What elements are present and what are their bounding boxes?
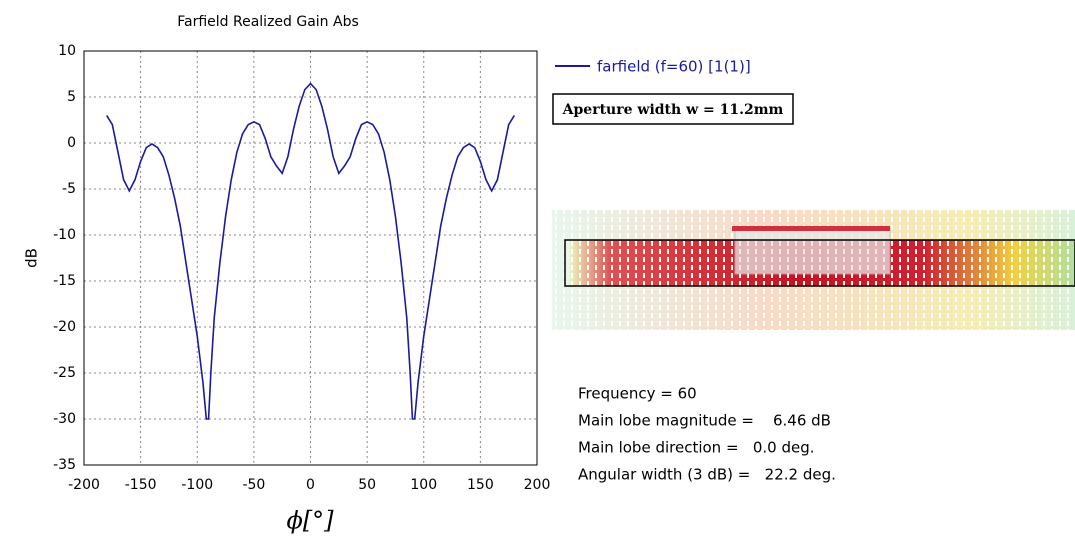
annotation-box bbox=[552, 93, 794, 125]
x-axis-label: ϕ[°] bbox=[286, 507, 334, 535]
x-tick-label: -150 bbox=[125, 477, 157, 493]
series-line bbox=[105, 82, 516, 420]
y-tick-label: -35 bbox=[53, 457, 76, 473]
x-tick-label: -50 bbox=[242, 477, 265, 493]
info-line: Main lobe direction = 0.0 deg. bbox=[578, 439, 814, 457]
y-tick-label: 10 bbox=[58, 43, 76, 59]
x-tick-label: 150 bbox=[467, 477, 494, 493]
y-tick-label: 5 bbox=[67, 89, 76, 105]
y-axis-label: dB bbox=[23, 248, 41, 268]
aperture-block bbox=[734, 227, 891, 275]
y-tick-label: -20 bbox=[53, 319, 76, 335]
x-tick-label: -200 bbox=[68, 477, 100, 493]
info-line: Angular width (3 dB) = 22.2 deg. bbox=[578, 466, 836, 484]
field-image bbox=[552, 210, 1075, 330]
aperture-top bbox=[732, 226, 890, 231]
x-tick-label: 200 bbox=[524, 477, 551, 493]
y-tick-label: -10 bbox=[53, 227, 76, 243]
info-panel: Frequency = 60 Main lobe magnitude = 6.46… bbox=[578, 385, 836, 484]
x-tick-label: 100 bbox=[410, 477, 437, 493]
x-tick-label: -100 bbox=[181, 477, 213, 493]
x-tick-label: 0 bbox=[306, 477, 315, 493]
chart-title: Farfield Realized Gain Abs bbox=[177, 14, 359, 30]
waveguide-outline bbox=[564, 239, 1075, 287]
y-tick-label: -30 bbox=[53, 411, 76, 427]
y-tick-label: -25 bbox=[53, 365, 76, 381]
y-tick-label: 0 bbox=[67, 135, 76, 151]
y-tick-label: -5 bbox=[62, 181, 76, 197]
legend-label: farfield (f=60) [1(1)] bbox=[597, 58, 751, 76]
info-line: Main lobe magnitude = 6.46 dB bbox=[578, 412, 831, 430]
annotation-text: Aperture width w = 11.2mm bbox=[562, 102, 784, 118]
plot-frame bbox=[83, 50, 538, 466]
x-tick-label: 50 bbox=[358, 477, 376, 493]
info-line: Frequency = 60 bbox=[578, 385, 697, 403]
y-tick-label: -15 bbox=[53, 273, 76, 289]
